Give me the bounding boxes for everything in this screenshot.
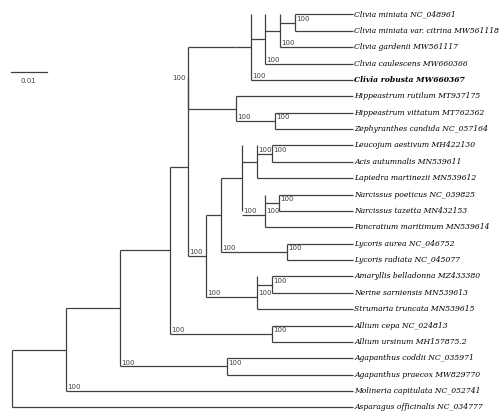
- Text: Clivia miniata NC_048961: Clivia miniata NC_048961: [354, 10, 456, 18]
- Text: Lycoris radiata NC_045077: Lycoris radiata NC_045077: [354, 256, 461, 264]
- Text: Acis autumnalis MN539611: Acis autumnalis MN539611: [354, 158, 462, 166]
- Text: 100: 100: [189, 249, 202, 255]
- Text: Zephyranthes candida NC_057164: Zephyranthes candida NC_057164: [354, 125, 488, 133]
- Text: 100: 100: [266, 208, 280, 214]
- Text: 100: 100: [273, 278, 286, 284]
- Text: Lapiedra martinezii MN539612: Lapiedra martinezii MN539612: [354, 174, 476, 182]
- Text: Pancratium maritimum MN539614: Pancratium maritimum MN539614: [354, 224, 490, 231]
- Text: Molineria capitulata NC_052741: Molineria capitulata NC_052741: [354, 387, 481, 395]
- Text: Hippeastrum rutilum MT937175: Hippeastrum rutilum MT937175: [354, 92, 480, 100]
- Text: 100: 100: [273, 327, 286, 333]
- Text: 100: 100: [122, 360, 135, 366]
- Text: Nerine sarniensis MN539613: Nerine sarniensis MN539613: [354, 289, 469, 297]
- Text: Lycoris aurea NC_046752: Lycoris aurea NC_046752: [354, 240, 455, 248]
- Text: Asparagus officinalis NC_034777: Asparagus officinalis NC_034777: [354, 403, 483, 412]
- Text: 100: 100: [276, 114, 289, 120]
- Text: 100: 100: [238, 114, 251, 120]
- Text: Allium ursinum MH157875.2: Allium ursinum MH157875.2: [354, 338, 467, 346]
- Text: 100: 100: [258, 147, 272, 153]
- Text: Amaryllis belladonna MZ433380: Amaryllis belladonna MZ433380: [354, 272, 480, 281]
- Text: 100: 100: [68, 384, 81, 390]
- Text: 100: 100: [273, 147, 286, 153]
- Text: Narcissus poeticus NC_039825: Narcissus poeticus NC_039825: [354, 191, 476, 198]
- Text: 100: 100: [243, 208, 256, 214]
- Text: 100: 100: [228, 360, 242, 366]
- Text: Allium cepa NC_024813: Allium cepa NC_024813: [354, 322, 448, 329]
- Text: 100: 100: [252, 73, 266, 79]
- Text: 100: 100: [258, 290, 272, 296]
- Text: 100: 100: [172, 75, 186, 81]
- Text: 100: 100: [222, 245, 235, 251]
- Text: Agapanthus praecox MW829770: Agapanthus praecox MW829770: [354, 371, 480, 379]
- Text: 100: 100: [296, 16, 310, 22]
- Text: Clivia gardenii MW561117: Clivia gardenii MW561117: [354, 43, 459, 51]
- Text: 100: 100: [170, 327, 184, 333]
- Text: Leucojum aestivum MH422130: Leucojum aestivum MH422130: [354, 141, 476, 149]
- Text: Strumaria truncata MN539615: Strumaria truncata MN539615: [354, 305, 475, 313]
- Text: 100: 100: [288, 245, 302, 251]
- Text: Narcissus tazetta MN432153: Narcissus tazetta MN432153: [354, 207, 468, 215]
- Text: 100: 100: [208, 290, 221, 296]
- Text: 100: 100: [281, 40, 294, 46]
- Text: Agapanthus coddii NC_035971: Agapanthus coddii NC_035971: [354, 354, 474, 362]
- Text: 0.01: 0.01: [21, 78, 36, 84]
- Text: Hippeastrum vittatum MT762362: Hippeastrum vittatum MT762362: [354, 109, 484, 117]
- Text: Clivia caulescens MW660366: Clivia caulescens MW660366: [354, 60, 468, 68]
- Text: 100: 100: [266, 57, 280, 63]
- Text: Clivia robusta MW660367: Clivia robusta MW660367: [354, 76, 465, 84]
- Text: Clivia miniata var. citrina MW561118: Clivia miniata var. citrina MW561118: [354, 27, 500, 35]
- Text: 100: 100: [280, 196, 294, 202]
